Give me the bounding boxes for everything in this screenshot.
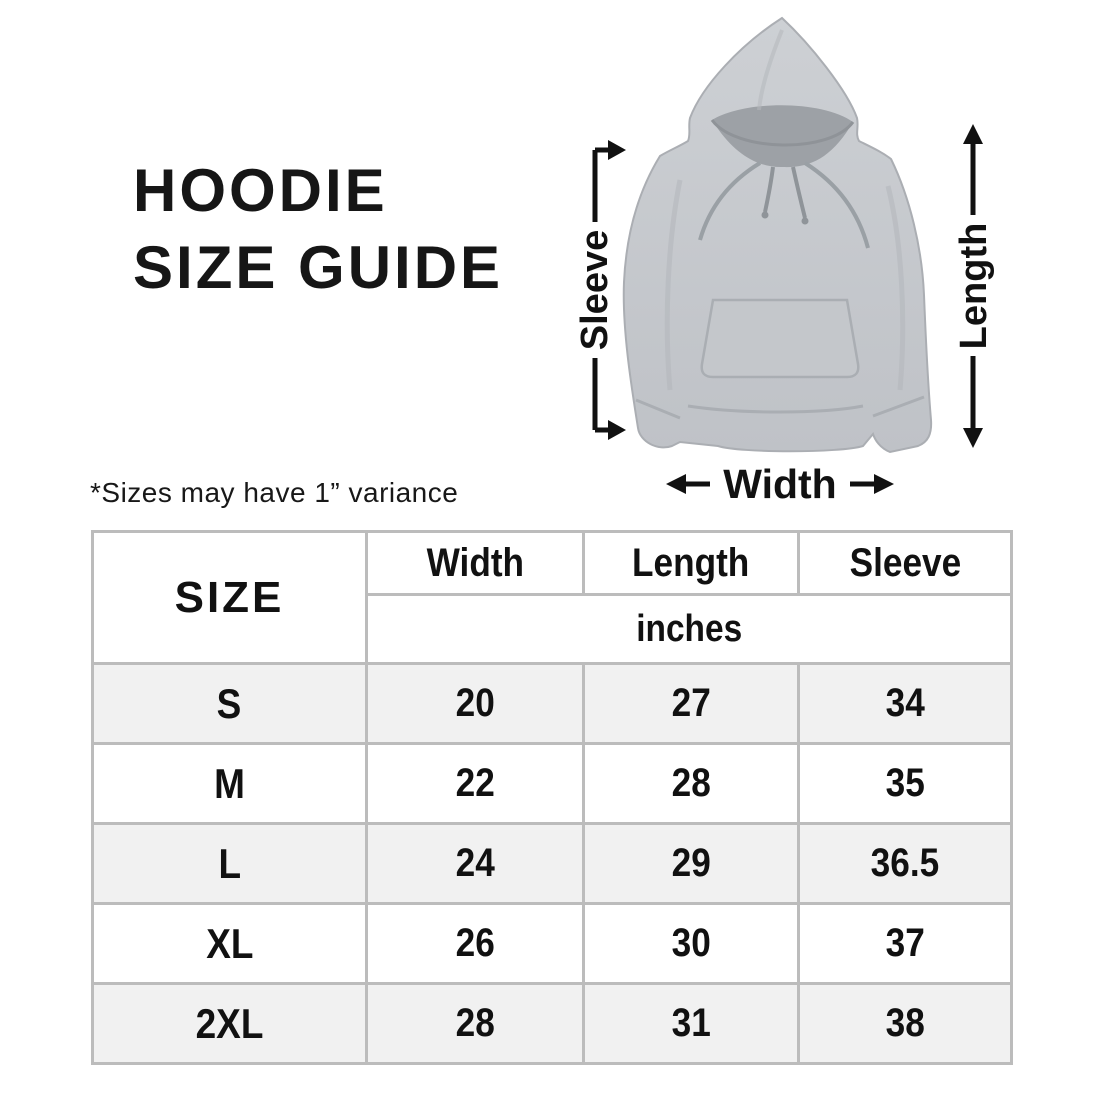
sleeve-value: 38 <box>885 1001 925 1045</box>
raglan-seam-right <box>803 161 870 249</box>
width-value: 24 <box>455 841 495 885</box>
length-value: 28 <box>671 761 711 805</box>
table-row-s: S 20 27 34 <box>91 662 1013 745</box>
sleeve-cell: 38 <box>797 982 1013 1065</box>
sleeve-annotation <box>592 140 626 440</box>
sleeve-value: 36.5 <box>870 841 940 885</box>
hem-seam <box>687 404 864 414</box>
hood-rim-seam <box>710 119 855 147</box>
raglan-seam-left <box>698 161 762 241</box>
table-row-l: L 24 29 36.5 <box>91 822 1013 905</box>
variance-note: *Sizes may have 1” variance <box>90 477 459 508</box>
length-label: Length <box>953 223 995 350</box>
length-value: 30 <box>671 921 711 965</box>
size-cell: M <box>91 742 368 825</box>
sleeve-column-header: Sleeve <box>797 530 1013 596</box>
drawstring-tip-right <box>801 217 809 225</box>
drawstring-right <box>791 166 807 219</box>
hood-opening <box>712 105 853 168</box>
length-cell: 27 <box>582 662 800 745</box>
table-unit-row: inches <box>93 593 1013 665</box>
length-value: 27 <box>671 681 711 725</box>
size-value: XL <box>205 919 254 967</box>
unit-header-cell: inches <box>365 593 1013 665</box>
hoodie-illustration <box>622 16 933 454</box>
width-annotation <box>666 474 894 494</box>
table-row-2xl: 2XL 28 31 38 <box>91 982 1013 1065</box>
length-cell: 30 <box>582 902 800 985</box>
sleeve-header-text: Sleeve <box>849 540 961 585</box>
width-cell: 22 <box>365 742 585 825</box>
sleeve-fold-left <box>664 179 683 391</box>
hoodie-diagram: Sleeve Length Width <box>574 16 995 507</box>
hood-fold <box>757 29 784 111</box>
size-column-header: SIZE <box>91 530 368 665</box>
width-cell: 20 <box>365 662 585 745</box>
sleeve-cell: 34 <box>797 662 1013 745</box>
sleeve-value: 35 <box>885 761 925 805</box>
sleeve-fold-right <box>885 185 906 391</box>
title-line-2: SIZE GUIDE <box>133 234 504 301</box>
length-column-header: Length <box>582 530 800 596</box>
unit-header-text: inches <box>636 607 742 650</box>
drawstring-tip-left <box>761 211 769 219</box>
width-column-header: Width <box>365 530 585 596</box>
width-cell: 26 <box>365 902 585 985</box>
kangaroo-pocket <box>700 298 860 379</box>
width-value: 20 <box>455 681 495 725</box>
sleeve-value: 37 <box>885 921 925 965</box>
sleeve-cell: 35 <box>797 742 1013 825</box>
size-value: 2XL <box>195 999 264 1047</box>
width-cell: 24 <box>365 822 585 905</box>
sleeve-cell: 36.5 <box>797 822 1013 905</box>
width-cell: 28 <box>365 982 585 1065</box>
drawstring-left <box>763 166 775 213</box>
size-table: SIZE Width Length Sleeve inches S 20 27 … <box>91 530 1013 1065</box>
width-value: 26 <box>455 921 495 965</box>
width-label: Width <box>723 461 836 507</box>
page-title: HOODIE SIZE GUIDE <box>133 152 503 306</box>
length-cell: 31 <box>582 982 800 1065</box>
cuff-seam-left <box>635 398 681 420</box>
size-value: M <box>214 759 245 807</box>
width-value: 22 <box>455 761 495 805</box>
size-cell: XL <box>91 902 368 985</box>
length-header-text: Length <box>632 540 750 585</box>
length-value: 29 <box>671 841 711 885</box>
length-annotation <box>963 124 983 448</box>
sleeve-cell: 37 <box>797 902 1013 985</box>
table-header-row: SIZE Width Length Sleeve <box>91 530 1013 665</box>
size-cell: S <box>91 662 368 745</box>
size-cell: 2XL <box>91 982 368 1065</box>
size-value: L <box>218 839 241 887</box>
title-line-1: HOODIE <box>133 157 388 224</box>
length-cell: 29 <box>582 822 800 905</box>
length-value: 31 <box>671 1001 711 1045</box>
table-row-m: M 22 28 35 <box>91 742 1013 825</box>
cuff-seam-right <box>872 395 925 418</box>
sleeve-value: 34 <box>885 681 925 725</box>
size-value: S <box>217 679 242 727</box>
length-cell: 28 <box>582 742 800 825</box>
table-row-xl: XL 26 30 37 <box>91 902 1013 985</box>
sleeve-label: Sleeve <box>574 230 616 350</box>
width-header-text: Width <box>426 540 524 585</box>
width-value: 28 <box>455 1001 495 1045</box>
size-cell: L <box>91 822 368 905</box>
